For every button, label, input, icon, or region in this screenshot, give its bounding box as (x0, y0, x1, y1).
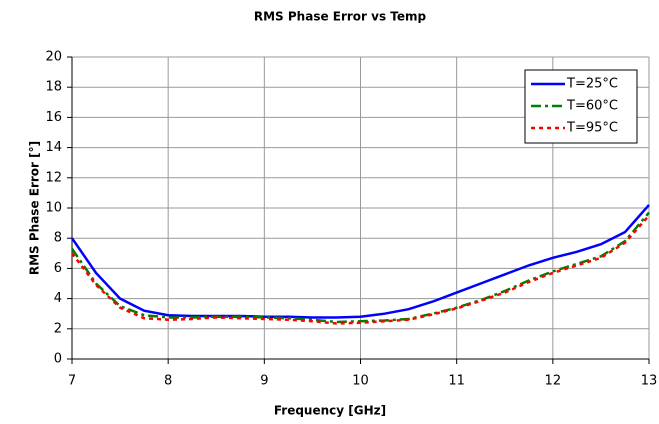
y-tick-label: 18 (45, 80, 62, 95)
y-tick-label: 14 (45, 140, 62, 155)
y-tick-label: 10 (45, 201, 62, 216)
x-tick-label: 7 (68, 374, 76, 389)
y-tick-label: 6 (54, 261, 62, 276)
y-tick-label: 8 (54, 231, 62, 246)
y-tick-label: 12 (45, 170, 62, 185)
y-tick-label: 16 (45, 110, 62, 125)
x-axis-label: Frequency [GHz] (274, 404, 386, 418)
y-tick-label: 20 (45, 50, 62, 65)
legend-label: T=95°C (566, 121, 618, 136)
series-line (70, 211, 650, 324)
x-tick-label: 10 (352, 374, 369, 389)
x-tick-label: 13 (641, 374, 658, 389)
y-tick-label: 2 (54, 321, 62, 336)
x-tick-label: 8 (164, 374, 172, 389)
y-axis-label: RMS Phase Error [°] (28, 141, 42, 275)
legend-label: T=25°C (566, 77, 618, 92)
y-tick-label: 0 (54, 352, 62, 367)
series-line (71, 214, 650, 325)
chart-title: RMS Phase Error vs Temp (254, 10, 427, 24)
x-tick-label: 12 (545, 374, 562, 389)
legend-label: T=60°C (566, 99, 618, 114)
x-tick-label: 11 (448, 374, 465, 389)
y-tick-label: 4 (54, 291, 62, 306)
legend-box (524, 69, 638, 144)
series-line (70, 204, 650, 319)
x-tick-label: 9 (260, 374, 268, 389)
